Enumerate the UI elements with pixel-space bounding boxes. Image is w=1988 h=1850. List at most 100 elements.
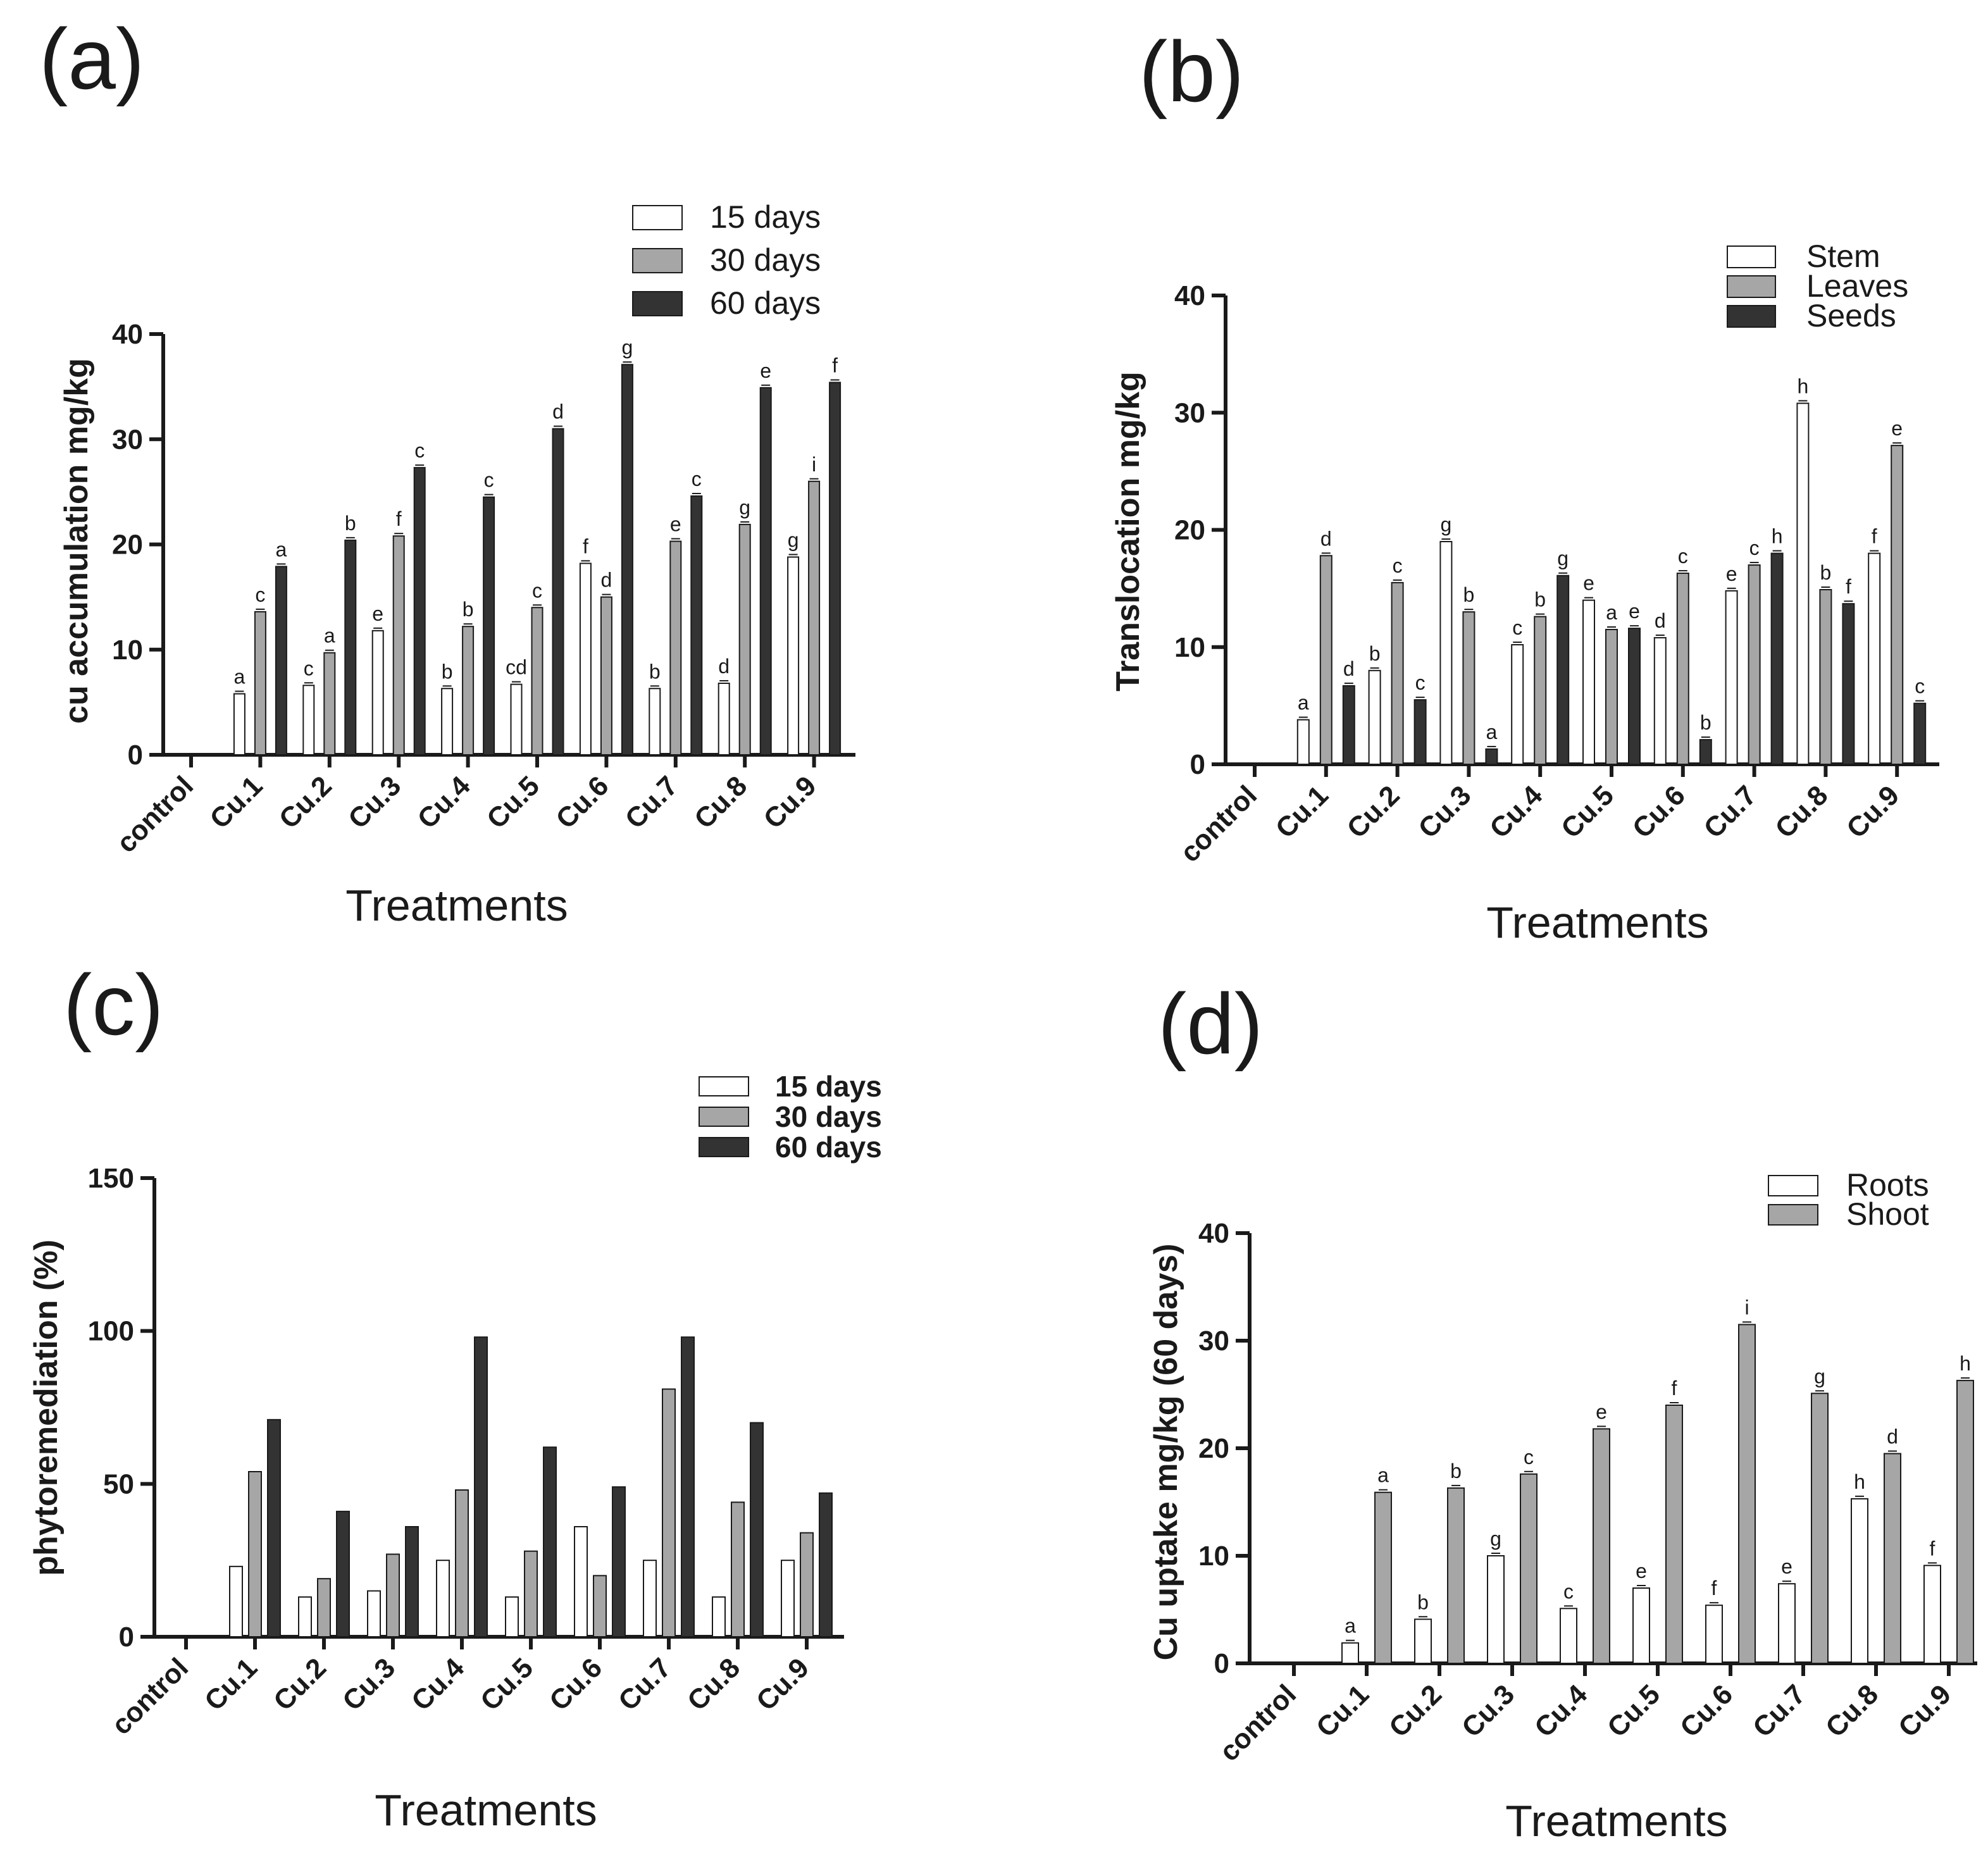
significance-letter: g — [1441, 513, 1452, 536]
significance-letter: b — [1463, 583, 1475, 606]
bar — [474, 1336, 488, 1637]
significance-letter: c — [1749, 537, 1760, 559]
significance-letter: g — [622, 336, 633, 359]
significance-letter: e — [1596, 1400, 1607, 1423]
bar — [543, 1446, 557, 1637]
bar — [505, 1596, 519, 1638]
significance-letter: e — [670, 513, 681, 536]
significance-letter: b — [1450, 1460, 1462, 1482]
bar — [1447, 1487, 1465, 1664]
bar — [1632, 1587, 1650, 1664]
bar — [371, 630, 384, 756]
legend-label: Leaves — [1806, 268, 1908, 304]
panel-a-y-axis-title: cu accumulation mg/kg — [58, 358, 95, 724]
bar — [1368, 669, 1381, 766]
y-tick-label: 40 — [1174, 280, 1205, 311]
legend-label: 30 days — [775, 1100, 882, 1133]
significance-letter: e — [372, 602, 383, 625]
significance-letter: c — [1678, 545, 1688, 568]
bar — [1778, 1583, 1796, 1664]
bar — [367, 1590, 381, 1637]
significance-letter: e — [1726, 562, 1737, 585]
significance-letter: f — [583, 535, 588, 557]
bar — [531, 607, 544, 755]
bar — [1705, 1605, 1723, 1664]
bar — [600, 596, 612, 755]
y-tick-label: 50 — [103, 1468, 134, 1499]
bar — [413, 467, 426, 755]
bar — [750, 1422, 764, 1638]
significance-letter: a — [1345, 1615, 1356, 1637]
bar — [579, 562, 592, 755]
legend-swatch — [1768, 1204, 1818, 1226]
bar — [1819, 588, 1832, 765]
significance-letter: f — [396, 507, 402, 530]
y-tick-label: 0 — [1190, 749, 1205, 780]
bar — [759, 387, 772, 755]
legend-label: 15 days — [710, 199, 821, 235]
significance-letter: d — [1343, 657, 1355, 680]
panel-a-label: (a) — [39, 11, 144, 107]
panel-b-x-axis-title: Treatments — [1486, 898, 1708, 947]
bar — [669, 540, 682, 755]
bar — [712, 1596, 726, 1638]
bar — [298, 1596, 312, 1638]
bar — [1374, 1491, 1392, 1664]
bar — [1511, 644, 1524, 765]
bar — [275, 566, 287, 755]
significance-letter: c — [1415, 671, 1426, 694]
bar — [336, 1510, 350, 1637]
y-tick-label: 100 — [88, 1316, 134, 1347]
bar — [1462, 611, 1475, 765]
significance-letter: b — [1700, 711, 1712, 734]
y-tick-label: 20 — [1198, 1433, 1229, 1464]
legend-swatch — [1768, 1175, 1818, 1196]
significance-letter: b — [1369, 642, 1381, 665]
y-tick-label: 30 — [1174, 397, 1205, 428]
y-tick-label: 0 — [128, 740, 143, 771]
y-tick-label: 40 — [1198, 1218, 1229, 1249]
significance-letter: f — [1672, 1377, 1677, 1400]
bar — [1556, 574, 1570, 765]
bar — [386, 1553, 400, 1637]
legend-swatch — [632, 205, 683, 230]
significance-letter: b — [463, 598, 474, 621]
legend-swatch — [1727, 245, 1776, 268]
significance-letter: c — [255, 583, 265, 606]
bar — [510, 683, 523, 756]
bar — [302, 685, 315, 756]
significance-letter: c — [1512, 616, 1522, 639]
bar — [248, 1471, 262, 1637]
bar — [819, 1492, 833, 1637]
bar — [1560, 1608, 1577, 1665]
significance-letter: e — [760, 359, 771, 382]
bar — [1738, 1324, 1756, 1664]
bar — [1342, 685, 1355, 765]
bar — [1676, 573, 1689, 765]
bar — [1796, 402, 1810, 765]
bar — [1725, 590, 1738, 766]
bar — [344, 539, 357, 755]
bar — [392, 535, 405, 755]
significance-letter: b — [649, 660, 661, 683]
bar — [1748, 564, 1761, 765]
significance-letter: e — [1891, 417, 1903, 440]
significance-letter: f — [1930, 1537, 1935, 1560]
legend-swatch — [632, 248, 683, 273]
bar — [829, 382, 842, 755]
bar — [1391, 581, 1404, 765]
significance-letter: g — [739, 496, 750, 519]
significance-letter: e — [1629, 600, 1640, 623]
bar — [323, 652, 336, 756]
bar — [787, 556, 800, 755]
panel-c-chart: (c) Treatments phytoremediation (%) 0 50 1… — [28, 957, 882, 1835]
panel-d-label: (d) — [1158, 976, 1263, 1072]
significance-letter: c — [304, 657, 314, 680]
bar — [1485, 748, 1498, 765]
y-tick-label: 150 — [88, 1163, 134, 1194]
panel-c-x-axis-title: Treatments — [375, 1785, 597, 1835]
bar — [681, 1336, 695, 1637]
significance-letter: c — [692, 468, 702, 490]
significance-letter: h — [1854, 1470, 1865, 1493]
